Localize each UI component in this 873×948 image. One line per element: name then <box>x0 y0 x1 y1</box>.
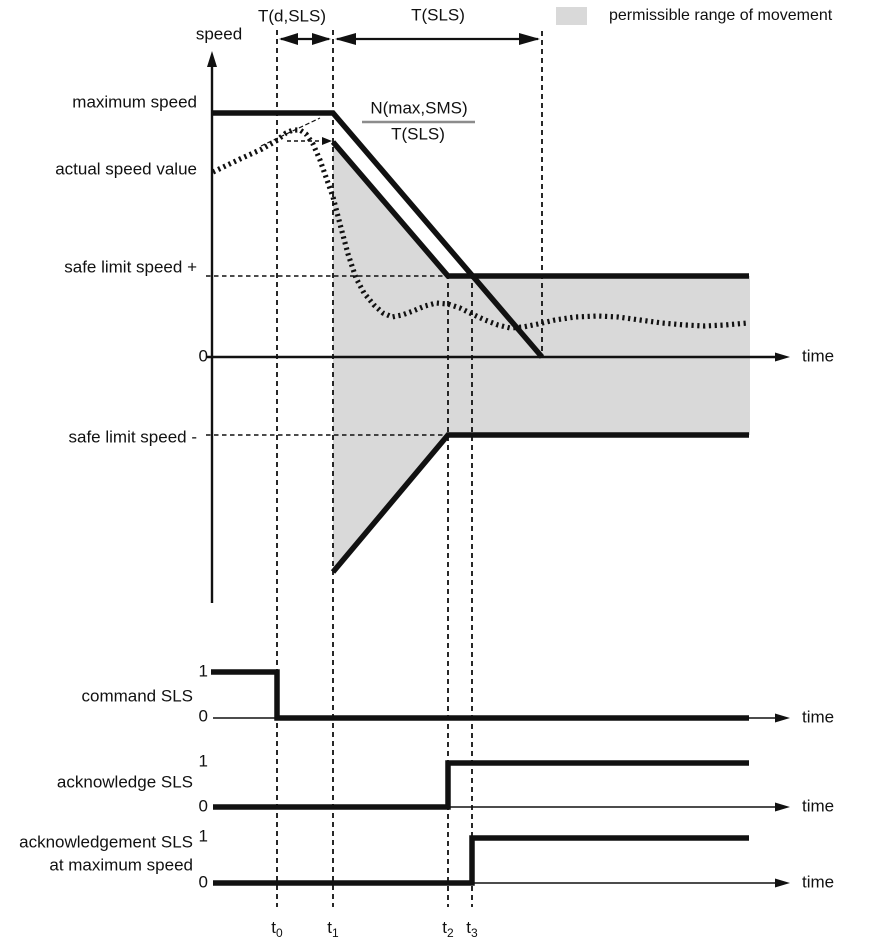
command-sls-label: command SLS <box>81 686 194 706</box>
acknowledge-sls-high-label: 1 <box>198 751 208 771</box>
safe-limit-speed-plus-label: safe limit speed + <box>64 257 197 277</box>
t-sls-arrowhead-right <box>519 33 540 45</box>
time-marker-t1: t1 <box>327 917 339 941</box>
time-marker-t3: t3 <box>466 917 478 941</box>
legend-label: permissible range of movement <box>609 7 833 25</box>
acknowledge-sls-label: acknowledge SLS <box>56 772 193 792</box>
acknowledgement-sls-label-line2: at maximum speed <box>49 855 193 875</box>
command-sls-low-label: 0 <box>198 706 208 726</box>
acknowledgement-sls-time-label: time <box>802 872 835 892</box>
time-marker-t0-base: t <box>271 917 277 937</box>
time-marker-t2-sub: 2 <box>447 926 454 941</box>
time-marker-t3-base: t <box>466 917 472 937</box>
main-time-axis-arrowhead <box>775 352 790 362</box>
actual-speed-value-label: actual speed value <box>55 159 197 179</box>
fraction-numerator: N(max,SMS) <box>370 98 468 118</box>
acknowledgement-sls-high-label: 1 <box>198 826 208 846</box>
t-d-sls-arrowhead-left <box>279 33 298 45</box>
acknowledgement-sls-low-label: 0 <box>198 872 208 892</box>
lower-bound-ramp-safe-limit-minus <box>330 432 749 574</box>
command-sls-high-label: 1 <box>198 661 208 681</box>
acknowledge-sls-axis-arrowhead <box>775 802 790 812</box>
command-sls-axis-arrowhead <box>775 713 790 723</box>
interval-label-t-sls: T(SLS) <box>411 5 465 25</box>
time-marker-t3-sub: 3 <box>471 926 478 941</box>
safe-limit-speed-minus-label: safe limit speed - <box>68 427 198 447</box>
time-label-main: time <box>802 346 835 366</box>
zero-label-main: 0 <box>198 346 208 366</box>
acknowledge-sls-low-label: 0 <box>198 796 208 816</box>
acknowledgement-sls-label-line1: acknowledgement SLS <box>19 832 193 852</box>
command-sls-time-label: time <box>802 707 835 727</box>
time-marker-t2: t2 <box>442 917 454 941</box>
acknowledge-sls-signal <box>213 760 749 810</box>
peak-guide-arrowhead <box>322 137 332 145</box>
time-marker-t0: t0 <box>271 917 283 941</box>
maximum-speed-label: maximum speed <box>72 92 197 112</box>
fraction-denominator: T(SLS) <box>391 124 445 144</box>
speed-axis-arrowhead <box>207 51 217 67</box>
acknowledgement-sls-signal <box>213 835 749 886</box>
time-marker-t2-base: t <box>442 917 448 937</box>
t-d-sls-arrowhead-right <box>312 33 331 45</box>
speed-axis-label: speed <box>195 24 243 44</box>
time-marker-t1-base: t <box>327 917 333 937</box>
t-sls-arrowhead-left <box>335 33 356 45</box>
time-marker-t1-sub: 1 <box>332 926 339 941</box>
upper-bound-ramp-safe-limit-plus <box>330 140 749 279</box>
acknowledge-sls-time-label: time <box>802 796 835 816</box>
time-marker-t0-sub: 0 <box>276 926 283 941</box>
acknowledgement-sls-axis-arrowhead <box>775 878 790 888</box>
interval-label-t-d-sls: T(d,SLS) <box>257 6 327 26</box>
legend-swatch <box>556 7 587 25</box>
command-sls-signal <box>211 669 749 721</box>
